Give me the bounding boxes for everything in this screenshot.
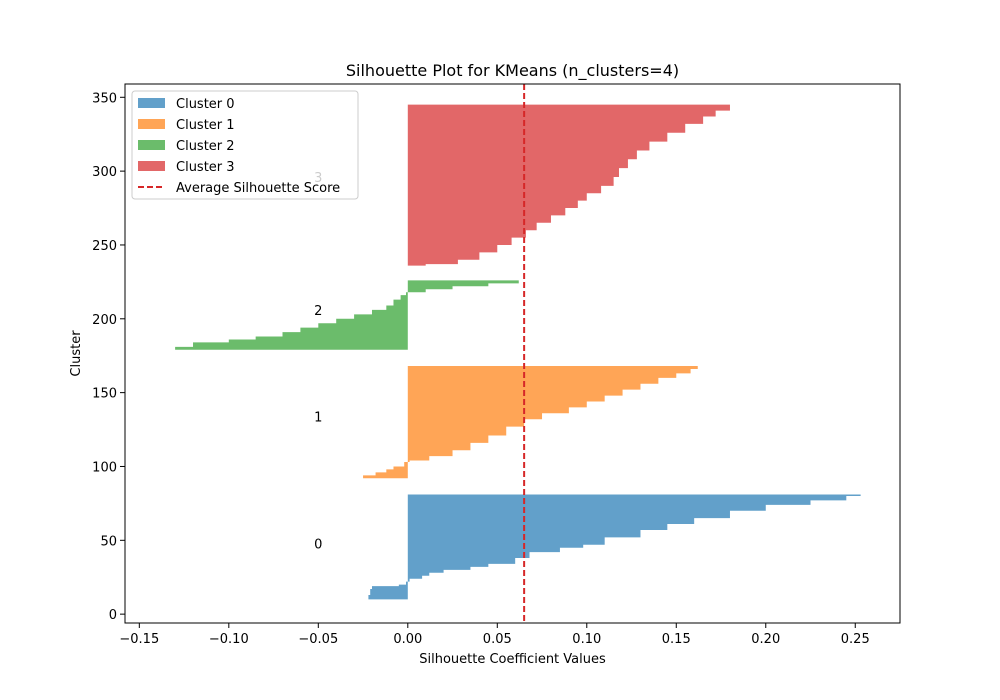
legend-label: Cluster 0	[176, 97, 235, 112]
legend-swatch	[138, 98, 165, 108]
x-tick-label: 0.05	[483, 632, 512, 647]
legend-swatch	[138, 119, 165, 129]
legend-swatch	[138, 161, 165, 171]
silhouette-bars	[157, 104, 861, 600]
chart-title: Silhouette Plot for KMeans (n_clusters=4…	[346, 61, 679, 81]
x-tick-label: 0.10	[572, 632, 601, 647]
x-tick-label: −0.10	[209, 632, 249, 647]
cluster-0-silhouette	[357, 494, 861, 600]
y-tick-label: 350	[92, 91, 117, 106]
legend-label: Cluster 3	[176, 160, 235, 175]
x-axis: −0.15 −0.10 −0.05 0.00 0.05 0.10 0.15 0.20 0.25	[119, 623, 870, 647]
legend-label: Cluster 1	[176, 118, 235, 133]
cluster-2-label: 2	[314, 304, 322, 319]
legend-box	[131, 90, 359, 200]
x-tick-label: 0.00	[393, 632, 422, 647]
y-tick-label: 300	[92, 165, 117, 180]
cluster-labels: 0123	[314, 171, 322, 552]
x-tick-label: −0.15	[119, 632, 159, 647]
legend-label: Average Silhouette Score	[176, 181, 340, 196]
legend: Cluster 0 Cluster 1 Cluster 2 Cluster 3 Aver…	[131, 90, 359, 200]
cluster-3-silhouette	[407, 104, 730, 266]
cluster-2-silhouette	[157, 280, 519, 350]
x-tick-label: −0.05	[298, 632, 338, 647]
y-tick-label: 50	[100, 534, 117, 549]
plot-area: 0123	[124, 83, 901, 624]
y-tick-label: 100	[92, 460, 117, 475]
cluster-1-label: 1	[314, 410, 322, 425]
legend-label: Cluster 2	[176, 139, 235, 154]
cluster-0-label: 0	[314, 537, 322, 552]
x-tick-label: 0.15	[662, 632, 691, 647]
plot-frame	[124, 83, 901, 624]
y-tick-label: 0	[109, 608, 117, 623]
x-tick-label: 0.25	[841, 632, 870, 647]
legend-swatch	[138, 140, 165, 150]
cluster-1-silhouette	[305, 366, 698, 479]
y-tick-label: 250	[92, 239, 117, 254]
y-axis: 0 50 100 150 200 250 300 350	[92, 91, 125, 623]
legend-items: Cluster 0 Cluster 1 Cluster 2 Cluster 3 Aver…	[138, 97, 340, 196]
y-tick-label: 150	[92, 387, 117, 402]
y-axis-label: Cluster	[69, 330, 84, 377]
x-axis-label: Silhouette Coefficient Values	[419, 652, 606, 667]
x-tick-label: 0.20	[751, 632, 780, 647]
y-tick-label: 200	[92, 313, 117, 328]
